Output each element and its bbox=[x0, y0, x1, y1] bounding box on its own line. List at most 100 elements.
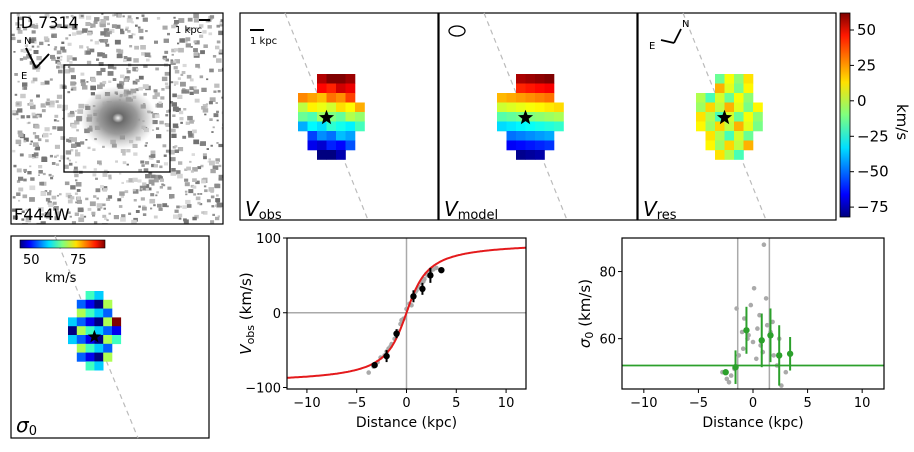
map-pixel bbox=[734, 140, 744, 151]
compass-n-label: N bbox=[24, 36, 31, 47]
map-pixel bbox=[715, 74, 725, 84]
x-tick-label: −10 bbox=[630, 396, 657, 411]
map-pixel bbox=[317, 93, 327, 103]
colorbar-tick-label: 25 bbox=[857, 56, 876, 74]
map-pixel bbox=[535, 121, 545, 132]
x-tick-label: 0 bbox=[402, 396, 410, 411]
sigma-map-panel: 50 75 km/s σ0 bbox=[10, 235, 210, 439]
map-pixel bbox=[336, 121, 346, 132]
res-compass-e: E bbox=[649, 41, 655, 52]
colorbar-tick-label: 50 bbox=[857, 21, 876, 39]
map-pixel bbox=[724, 140, 735, 151]
map-pixel bbox=[326, 102, 337, 113]
map-res-label: Vres bbox=[643, 197, 677, 223]
map-pixel bbox=[103, 326, 113, 336]
map-pixel bbox=[326, 131, 337, 141]
map-pixel bbox=[345, 102, 356, 113]
map-pixel bbox=[696, 93, 706, 103]
map-pixel bbox=[76, 308, 86, 318]
spaxel-point bbox=[366, 370, 372, 375]
map-pixel bbox=[103, 335, 113, 345]
sigma-colorbar bbox=[19, 239, 106, 249]
y-tick-label: 0 bbox=[273, 307, 281, 322]
map-pixel bbox=[307, 140, 318, 151]
velocity-map-obs bbox=[298, 74, 365, 160]
map-pixel bbox=[696, 121, 706, 132]
map-pixel bbox=[94, 335, 104, 345]
map-pixel bbox=[94, 291, 104, 301]
map-model-panel: Vmodel bbox=[438, 12, 638, 223]
image-panel: ID 7314 F444W 1 kpc N E bbox=[10, 12, 224, 225]
map-pixel bbox=[525, 121, 536, 132]
map-obs-panel: 1 kpc Vobs bbox=[239, 12, 439, 223]
map-pixel bbox=[345, 93, 356, 103]
map-pixel bbox=[705, 131, 716, 141]
map-pixel bbox=[307, 102, 318, 113]
map-pixel bbox=[734, 93, 744, 103]
map-pixel bbox=[535, 83, 545, 94]
map-pixel bbox=[715, 150, 725, 160]
colorbar-tick-label: 0 bbox=[857, 92, 867, 110]
map-pixel bbox=[336, 131, 346, 141]
binned-point bbox=[438, 266, 445, 274]
map-pixel bbox=[516, 102, 526, 113]
map-pixel bbox=[715, 93, 725, 103]
map-pixel bbox=[516, 93, 526, 103]
map-pixel bbox=[298, 93, 308, 103]
map-pixel bbox=[724, 150, 735, 160]
map-pixel bbox=[76, 335, 86, 345]
y-axis-label: Vobs (km/s) bbox=[237, 272, 257, 354]
map-pixel bbox=[355, 102, 365, 113]
center-star-icon bbox=[716, 109, 733, 125]
map-pixel bbox=[355, 121, 365, 132]
map-pixel bbox=[734, 150, 744, 160]
x-axis-label: Distance (kpc) bbox=[356, 415, 457, 431]
x-axis-label: Distance (kpc) bbox=[702, 415, 803, 431]
map-pixel bbox=[345, 121, 356, 132]
map-pixel bbox=[544, 93, 555, 103]
map-pixel bbox=[68, 335, 78, 345]
map-pixel bbox=[345, 74, 356, 84]
map-pixel bbox=[497, 112, 507, 122]
map-pixel bbox=[724, 131, 735, 141]
spaxel-point bbox=[757, 312, 762, 318]
center-star-icon bbox=[318, 109, 335, 125]
map-pixel bbox=[743, 121, 754, 132]
map-pixel bbox=[85, 308, 95, 318]
model-curve bbox=[286, 246, 527, 379]
map-pixel bbox=[345, 131, 356, 141]
binned-point bbox=[776, 352, 783, 359]
spaxel-point bbox=[728, 373, 734, 378]
x-tick-label: 10 bbox=[498, 396, 515, 411]
map-pixel bbox=[68, 317, 78, 327]
map-pixel bbox=[85, 361, 95, 371]
map-pixel bbox=[317, 131, 327, 141]
map-pixel bbox=[734, 74, 744, 84]
map-pixel bbox=[554, 112, 564, 122]
map-pixel bbox=[112, 317, 122, 327]
x-tick-label: −5 bbox=[689, 396, 708, 411]
map-pixel bbox=[497, 121, 507, 132]
map-pixel bbox=[76, 352, 86, 362]
map-pixel bbox=[535, 93, 545, 103]
map-pixel bbox=[317, 83, 327, 94]
colorbar-tick-label: −25 bbox=[857, 127, 889, 145]
map-pixel bbox=[535, 131, 545, 141]
map-pixel bbox=[317, 150, 327, 160]
center-star-icon bbox=[517, 109, 534, 125]
map-pixel bbox=[94, 352, 104, 362]
map-pixel bbox=[326, 140, 337, 151]
binned-point bbox=[419, 285, 426, 293]
map-pixel bbox=[85, 317, 95, 327]
map-pixel bbox=[705, 102, 716, 113]
map-pixel bbox=[336, 74, 346, 84]
map-pixel bbox=[298, 102, 308, 113]
map-pixel bbox=[76, 343, 86, 353]
dispersion-profile-plot: −10 −5 0 5 10 60 80 Distance (kpc) σ0 (km/s) bbox=[576, 237, 885, 431]
map-pixel bbox=[68, 326, 78, 336]
map-pixel bbox=[103, 317, 113, 327]
sigma-map-label: σ0 bbox=[16, 413, 37, 439]
map-pixel bbox=[85, 352, 95, 362]
map-pixel bbox=[743, 131, 754, 141]
